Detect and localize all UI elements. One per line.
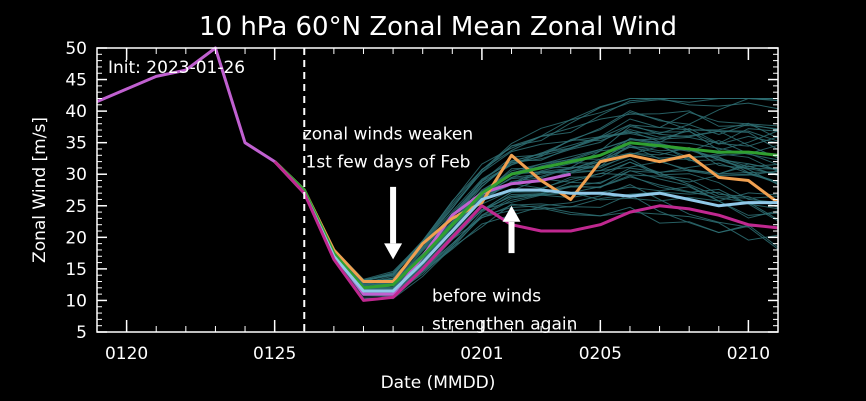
x-tick-label: 0210	[727, 344, 770, 364]
annotation-text: before winds	[432, 287, 541, 307]
x-tick-label: 0120	[105, 344, 148, 364]
y-axis-label: Zonal Wind [m/s]	[30, 117, 50, 263]
series-line-orange	[273, 153, 779, 283]
plot-border	[96, 47, 779, 333]
y-tick-label: 50	[65, 39, 87, 59]
series-line-magenta	[273, 160, 779, 302]
y-tick-label: 10	[65, 291, 87, 311]
x-axis-ticks: 0120 0125 0201 0205 0210	[96, 48, 779, 364]
x-tick-label: 0125	[253, 344, 296, 364]
y-tick-label: 25	[65, 197, 87, 217]
y-tick-label: 40	[65, 102, 87, 122]
annotation-text: zonal winds weaken	[303, 125, 473, 145]
plot-frame	[96, 47, 779, 333]
annotation-text: 1st few days of Feb	[306, 153, 471, 173]
ensemble-member-line	[274, 111, 779, 286]
annotations: zonal winds weaken 1st few days of Feb bef…	[303, 125, 578, 335]
series-line-green	[273, 141, 779, 290]
y-tick-label: 35	[65, 134, 87, 154]
annotation-arrow-head	[502, 205, 521, 222]
series-line-lightblue	[273, 160, 778, 293]
y-tick-label: 45	[65, 71, 87, 91]
x-tick-label: 0205	[579, 344, 622, 364]
forecast-series	[96, 46, 779, 302]
y-tick-label: 30	[65, 165, 87, 185]
chart-title: 10 hPa 60°N Zonal Mean Zonal Wind	[199, 12, 677, 42]
x-axis-label: Date (MMDD)	[381, 373, 496, 393]
y-axis-ticks: 5 10 15 20 25 30 35 40 45 50	[65, 39, 778, 343]
init-label: Init: 2023-01-26	[108, 58, 245, 78]
annotation-text: strengthen again	[432, 315, 577, 335]
y-tick-label: 5	[76, 323, 87, 343]
y-tick-label: 20	[65, 228, 87, 248]
x-tick-label: 0201	[460, 344, 503, 364]
y-tick-label: 15	[65, 260, 87, 280]
annotation-arrow-head	[384, 243, 403, 260]
